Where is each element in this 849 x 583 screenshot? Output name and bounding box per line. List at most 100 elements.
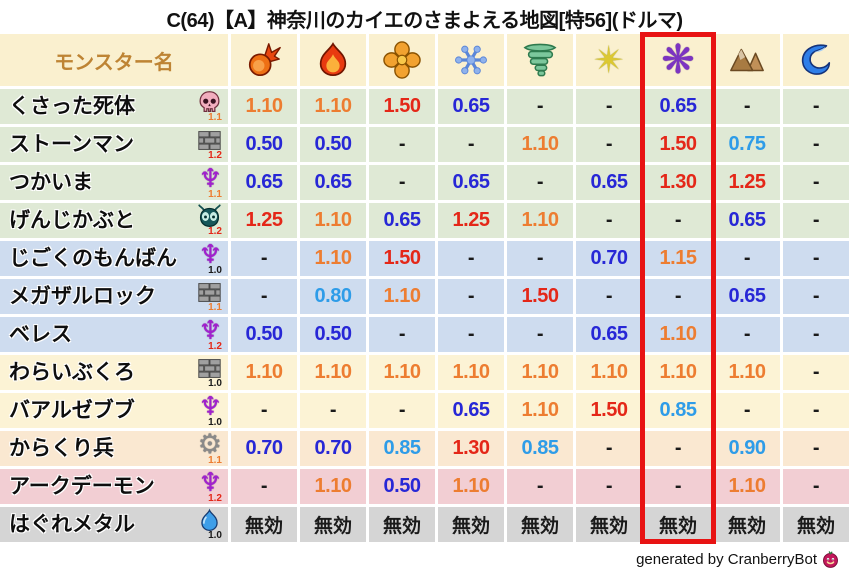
value-cell: 0.85 bbox=[369, 431, 435, 466]
value-cell: 1.10 bbox=[645, 355, 711, 390]
value-cell: 無効 bbox=[714, 507, 780, 542]
value-cell: 1.10 bbox=[300, 355, 366, 390]
mountain-icon bbox=[728, 41, 766, 79]
spawn-rate-badge: 1.2 bbox=[208, 150, 222, 161]
value-cell: 1.10 bbox=[231, 89, 297, 124]
slime-icon bbox=[197, 508, 222, 533]
element-header-flame bbox=[300, 34, 366, 86]
value-cell: 0.65 bbox=[645, 89, 711, 124]
spawn-rate-badge: 1.0 bbox=[208, 378, 222, 389]
monster-name: じごくのもんばん bbox=[9, 247, 177, 270]
value-cell: - bbox=[576, 89, 642, 124]
flame-icon bbox=[314, 41, 352, 79]
page-title: C(64)【A】神奈川のカイエのさまよえる地図[特56](ドルマ) bbox=[166, 10, 683, 32]
monster-name: ベレス bbox=[9, 323, 72, 346]
monster-row-name: バアルゼブブ ♆ 1.0 bbox=[0, 393, 228, 428]
value-cell: 1.10 bbox=[369, 279, 435, 314]
spawn-rate-badge: 1.0 bbox=[208, 416, 222, 428]
demon-emblem-icon: ♆ bbox=[198, 239, 222, 270]
demon-emblem-icon: ♆ bbox=[198, 467, 222, 498]
value-cell: 無効 bbox=[507, 507, 573, 542]
value-cell: 0.50 bbox=[300, 127, 366, 162]
value-cell: - bbox=[231, 279, 297, 314]
value-cell: 1.10 bbox=[645, 317, 711, 352]
spawn-rate-badge: 1.2 bbox=[208, 492, 222, 504]
value-cell: - bbox=[576, 469, 642, 504]
monster-family: 1.0 bbox=[197, 356, 222, 389]
value-cell: 無効 bbox=[231, 507, 297, 542]
element-header-tornado bbox=[507, 34, 573, 86]
monster-name: つかいま bbox=[9, 171, 93, 194]
value-cell: - bbox=[783, 165, 849, 200]
value-cell: - bbox=[783, 279, 849, 314]
value-cell: - bbox=[645, 279, 711, 314]
value-cell: 0.50 bbox=[369, 469, 435, 504]
explosion-icon bbox=[383, 41, 421, 79]
value-cell: - bbox=[714, 317, 780, 352]
value-cell: - bbox=[714, 241, 780, 276]
value-cell: - bbox=[507, 469, 573, 504]
value-cell: - bbox=[507, 165, 573, 200]
value-cell: - bbox=[783, 89, 849, 124]
value-cell: 1.50 bbox=[369, 241, 435, 276]
spawn-rate-badge: 1.1 bbox=[208, 302, 222, 313]
demon-emblem-icon: ♆ bbox=[198, 163, 222, 194]
value-cell: 0.65 bbox=[714, 279, 780, 314]
monster-row-name: ストーンマン 1.2 bbox=[0, 127, 228, 162]
value-cell: 0.50 bbox=[300, 317, 366, 352]
value-cell: - bbox=[438, 127, 504, 162]
value-cell: - bbox=[714, 393, 780, 428]
value-cell: 0.85 bbox=[507, 431, 573, 466]
value-cell: 1.30 bbox=[438, 431, 504, 466]
demon-emblem-icon: ♆ bbox=[198, 315, 222, 346]
value-cell: - bbox=[645, 431, 711, 466]
monster-family: 1.1 bbox=[197, 90, 222, 123]
value-cell: 1.50 bbox=[576, 393, 642, 428]
monster-name: げんじかぶと bbox=[9, 209, 135, 232]
value-cell: - bbox=[507, 241, 573, 276]
monster-row-name: はぐれメタル 1.0 bbox=[0, 507, 228, 542]
monster-row-name: ベレス ♆ 1.2 bbox=[0, 317, 228, 352]
value-cell: - bbox=[231, 393, 297, 428]
value-cell: - bbox=[645, 203, 711, 238]
value-cell: - bbox=[507, 89, 573, 124]
monster-family: ♆ 1.2 bbox=[199, 318, 222, 352]
value-cell: - bbox=[576, 203, 642, 238]
value-cell: 無効 bbox=[369, 507, 435, 542]
brick-icon bbox=[197, 356, 222, 381]
footer: generated by CranberryBot bbox=[0, 542, 849, 576]
value-cell: 1.10 bbox=[507, 127, 573, 162]
value-cell: 1.10 bbox=[507, 355, 573, 390]
element-header-fireball bbox=[231, 34, 297, 86]
value-cell: 1.25 bbox=[714, 165, 780, 200]
value-cell: - bbox=[783, 469, 849, 504]
value-cell: 1.50 bbox=[369, 89, 435, 124]
value-cell: - bbox=[783, 355, 849, 390]
snowflake-icon bbox=[452, 41, 490, 79]
monster-family: ♆ 1.0 bbox=[199, 242, 222, 276]
value-cell: 1.10 bbox=[438, 469, 504, 504]
element-header-wave bbox=[783, 34, 849, 86]
value-cell: 無効 bbox=[576, 507, 642, 542]
value-cell: 無効 bbox=[783, 507, 849, 542]
value-cell: - bbox=[576, 431, 642, 466]
value-cell: 1.10 bbox=[369, 355, 435, 390]
value-cell: 0.65 bbox=[438, 89, 504, 124]
monster-row-name: わらいぶくろ 1.0 bbox=[0, 355, 228, 390]
value-cell: 0.75 bbox=[714, 127, 780, 162]
demon-emblem-icon: ♆ bbox=[198, 391, 222, 422]
value-cell: 1.10 bbox=[714, 469, 780, 504]
skull-icon bbox=[197, 90, 222, 115]
value-cell: - bbox=[783, 431, 849, 466]
monster-name-header: モンスター名 bbox=[0, 34, 228, 86]
spawn-rate-badge: 1.2 bbox=[208, 226, 222, 237]
value-cell: 1.10 bbox=[714, 355, 780, 390]
value-cell: - bbox=[783, 203, 849, 238]
value-cell: 0.65 bbox=[714, 203, 780, 238]
brick-icon bbox=[197, 128, 222, 153]
monster-row-name: メガザルロック 1.1 bbox=[0, 279, 228, 314]
value-cell: 1.10 bbox=[231, 355, 297, 390]
value-cell: 0.65 bbox=[231, 165, 297, 200]
value-cell: 1.50 bbox=[507, 279, 573, 314]
value-cell: - bbox=[438, 241, 504, 276]
